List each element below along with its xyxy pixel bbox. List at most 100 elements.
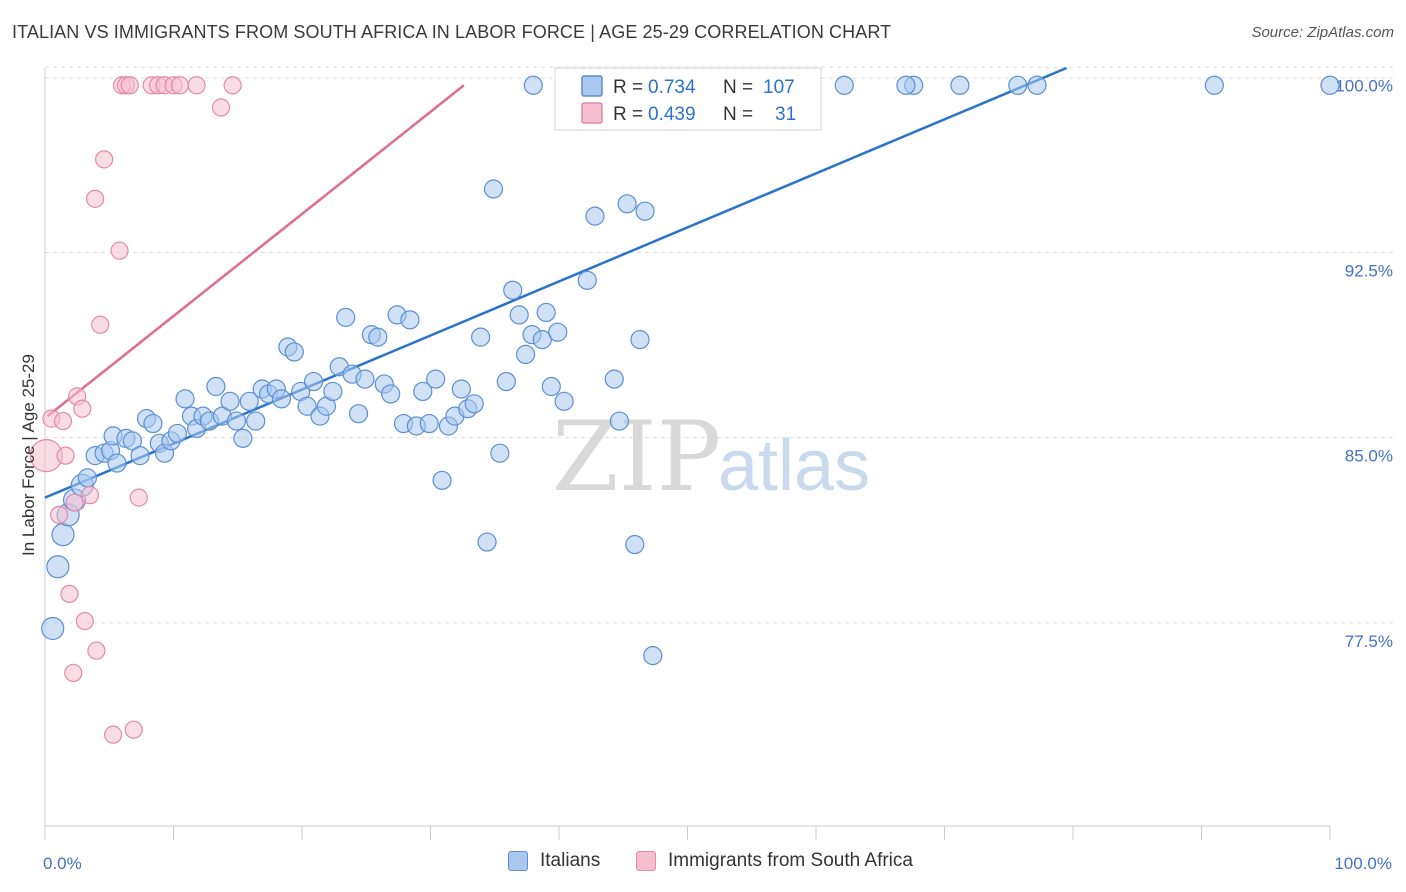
italian-point-89 (643, 646, 663, 666)
immigrant-point-20 (120, 76, 139, 95)
immigrant-point-30 (223, 76, 242, 95)
immigrant-point-27 (170, 76, 190, 95)
italian-point-64 (451, 379, 471, 399)
immigrant-trendline (46, 84, 465, 418)
series-legend: Italians Immigrants from South Africa (0, 850, 1406, 880)
italian-point-41 (303, 371, 324, 392)
x-tick-label-1: 100.0% (1334, 854, 1392, 873)
legend-n-value-2: 31 (775, 104, 796, 125)
immigrant-point-10 (75, 611, 94, 631)
italian-point-2 (51, 523, 75, 547)
immigrants-swatch (636, 851, 656, 871)
italian-point-81 (577, 270, 597, 290)
legend-r-value-1: 0.734 (648, 77, 696, 98)
italian-point-74 (515, 344, 536, 365)
immigrant-point-21 (124, 720, 143, 739)
legend-r-label-2: R = (613, 104, 643, 125)
legend-n-label-2: N = (723, 104, 753, 125)
legend-swatch-italians (581, 75, 603, 97)
legend-r-label-1: R = (613, 77, 643, 98)
immigrant-point-28 (187, 76, 206, 95)
italian-point-32 (246, 411, 266, 431)
italian-point-28 (220, 391, 240, 411)
italian-point-30 (233, 428, 253, 448)
italian-point-56 (400, 310, 420, 330)
italian-point-0 (41, 616, 65, 641)
italian-point-13 (122, 431, 142, 451)
legend-n-label-1: N = (723, 77, 753, 98)
italian-point-40 (297, 396, 317, 416)
italian-point-1 (46, 555, 70, 579)
immigrant-point-9 (73, 399, 92, 418)
italians-label: Italians (540, 850, 601, 871)
grid-lines (45, 66, 1395, 624)
italian-point-70 (490, 443, 510, 463)
italian-point-85 (617, 194, 637, 214)
immigrant-point-11 (80, 486, 100, 505)
italian-point-61 (432, 470, 452, 490)
italian-point-49 (355, 369, 375, 389)
italian-point-6 (77, 468, 98, 488)
italian-point-88 (635, 201, 655, 221)
immigrant-point-22 (129, 488, 148, 507)
italian-point-21 (175, 389, 195, 409)
immigrant-point-13 (87, 641, 106, 660)
italian-point-20 (167, 423, 187, 444)
immigrant-point-7 (65, 493, 84, 512)
italian-point-48 (348, 404, 369, 424)
italian-point-90 (523, 75, 543, 95)
italian-point-16 (143, 413, 163, 434)
italian-point-31 (239, 391, 259, 411)
watermark-zip: ZIP (552, 401, 721, 513)
legend-item-immigrants[interactable]: Immigrants from South Africa (636, 850, 913, 872)
immigrant-point-15 (95, 150, 114, 169)
y-tick-label-3: 77.5% (1345, 632, 1393, 651)
immigrant-point-29 (211, 98, 231, 117)
italian-point-14 (130, 446, 150, 466)
legend-n-value-1: 107 (763, 77, 795, 98)
italian-point-103 (1320, 75, 1340, 95)
x-tick-label-0: 0.0% (43, 854, 82, 873)
italian-point-72 (503, 280, 523, 300)
italian-point-86 (625, 534, 645, 555)
italian-point-106 (896, 75, 916, 95)
correlation-legend: R = 0.734 N = 107 R = 0.439 N = 31 (554, 67, 822, 131)
italian-point-67 (471, 327, 491, 347)
italian-point-99 (950, 75, 970, 95)
italian-point-76 (532, 329, 552, 350)
y-tick-labels: 100.0% 92.5% 85.0% 77.5% (1335, 76, 1393, 651)
italian-point-53 (381, 384, 401, 404)
italian-point-10 (107, 453, 127, 473)
italian-point-36 (271, 389, 292, 409)
italian-point-46 (336, 307, 356, 327)
italian-point-68 (477, 532, 497, 552)
italian-point-71 (496, 371, 516, 392)
italian-point-84 (609, 411, 629, 431)
immigrants-label: Immigrants from South Africa (668, 850, 913, 871)
italian-point-29 (226, 411, 247, 431)
italians-swatch (508, 851, 528, 871)
italian-point-38 (284, 342, 304, 362)
y-tick-label-0: 100.0% (1335, 76, 1393, 95)
italian-point-58 (413, 381, 433, 402)
y-tick-label-2: 85.0% (1345, 447, 1393, 466)
italian-point-26 (206, 376, 226, 397)
italian-point-59 (419, 413, 439, 434)
source-label: Source: ZipAtlas.com (1251, 24, 1394, 41)
italian-point-69 (483, 179, 504, 199)
italian-point-77 (536, 302, 556, 323)
italian-point-100 (1008, 75, 1028, 95)
immigrant-point-4 (56, 446, 75, 465)
italian-point-79 (548, 322, 568, 342)
immigrant-point-17 (110, 241, 129, 260)
italian-point-44 (323, 381, 343, 402)
legend-item-italians[interactable]: Italians (508, 850, 600, 872)
immigrant-point-5 (60, 584, 79, 604)
watermark-atlas: atlas (718, 426, 870, 506)
immigrant-point-3 (53, 411, 73, 431)
chart-title: ITALIAN VS IMMIGRANTS FROM SOUTH AFRICA … (12, 22, 892, 42)
italian-point-83 (604, 369, 624, 389)
italian-point-66 (464, 394, 484, 414)
italian-point-101 (1027, 75, 1047, 95)
